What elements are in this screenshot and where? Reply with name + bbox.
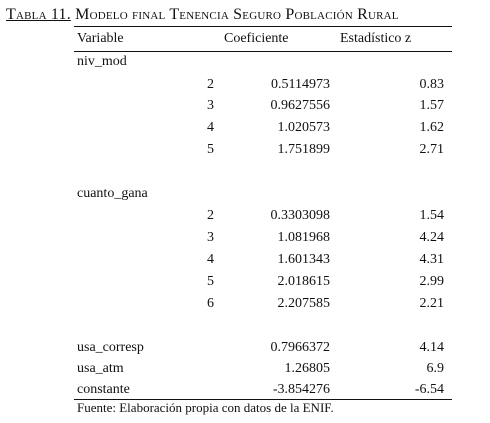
table-cell-coefficient: 0.3303098 (270, 208, 331, 223)
table-cell-category: 3 (207, 98, 214, 113)
table-title: Tabla 11. Modelo final Tenencia Seguro P… (6, 6, 399, 24)
table-cell-z: 2.71 (419, 142, 445, 157)
table-title-text: Modelo final Tenencia Seguro Población R… (70, 6, 399, 23)
table-cell-coefficient: -3.854276 (272, 382, 330, 397)
table-cell-category: 4 (207, 252, 214, 267)
table-cell-category: 2 (207, 77, 214, 92)
table-cell-coefficient: 1.081968 (277, 230, 331, 245)
source-note: Fuente: Elaboración propia con datos de … (77, 400, 334, 415)
regression-table: Variable Coeficiente Estadístico z niv_m… (74, 26, 452, 400)
table-cell-z: 1.62 (419, 120, 445, 135)
header-coeficiente: Coeficiente (224, 31, 289, 46)
header-variable: Variable (77, 31, 124, 46)
table-cell-category: 4 (207, 120, 214, 135)
table-cell-coefficient: 0.7966372 (270, 340, 331, 355)
table-cell-z: 1.54 (419, 208, 445, 223)
table-cell-z: 4.14 (419, 340, 445, 355)
table-cell-coefficient: 0.9627556 (270, 98, 331, 113)
table-cell-coefficient: 1.26805 (284, 361, 331, 376)
table-cell-coefficient: 1.751899 (277, 142, 331, 157)
table-cell-coefficient: 1.020573 (277, 120, 331, 135)
table-cell-coefficient: 0.5114973 (271, 77, 330, 92)
header-rule (74, 51, 452, 52)
table-cell-z: 2.21 (419, 296, 445, 311)
row-label-constante: constante (77, 382, 130, 397)
row-label-usa-atm: usa_atm (77, 361, 124, 376)
table-cell-coefficient: 2.018615 (277, 274, 331, 289)
table-cell-z: 4.31 (419, 252, 445, 267)
bottom-rule (74, 399, 452, 400)
table-cell-z: 1.57 (419, 98, 445, 113)
table-cell-category: 2 (207, 208, 214, 223)
table-cell-z: 4.24 (419, 230, 445, 245)
table-cell-z: -6.54 (414, 382, 444, 397)
group-label-cuanto-gana: cuanto_gana (77, 186, 148, 201)
table-cell-category: 5 (207, 142, 214, 157)
table-cell-z: 6.9 (426, 361, 445, 376)
header-estadistico: Estadístico z (340, 31, 412, 46)
table-cell-coefficient: 2.207585 (277, 296, 331, 311)
table-cell-category: 6 (207, 296, 214, 311)
table-cell-category: 3 (207, 230, 214, 245)
group-label-niv-mod: niv_mod (77, 54, 127, 69)
top-rule (74, 26, 452, 27)
table-title-number: Tabla 11. (6, 6, 71, 23)
row-label-usa-corresp: usa_corresp (77, 340, 144, 355)
table-cell-z: 0.83 (419, 77, 445, 92)
table-cell-coefficient: 1.601343 (277, 252, 331, 267)
table-cell-z: 2.99 (419, 274, 445, 289)
table-cell-category: 5 (207, 274, 214, 289)
